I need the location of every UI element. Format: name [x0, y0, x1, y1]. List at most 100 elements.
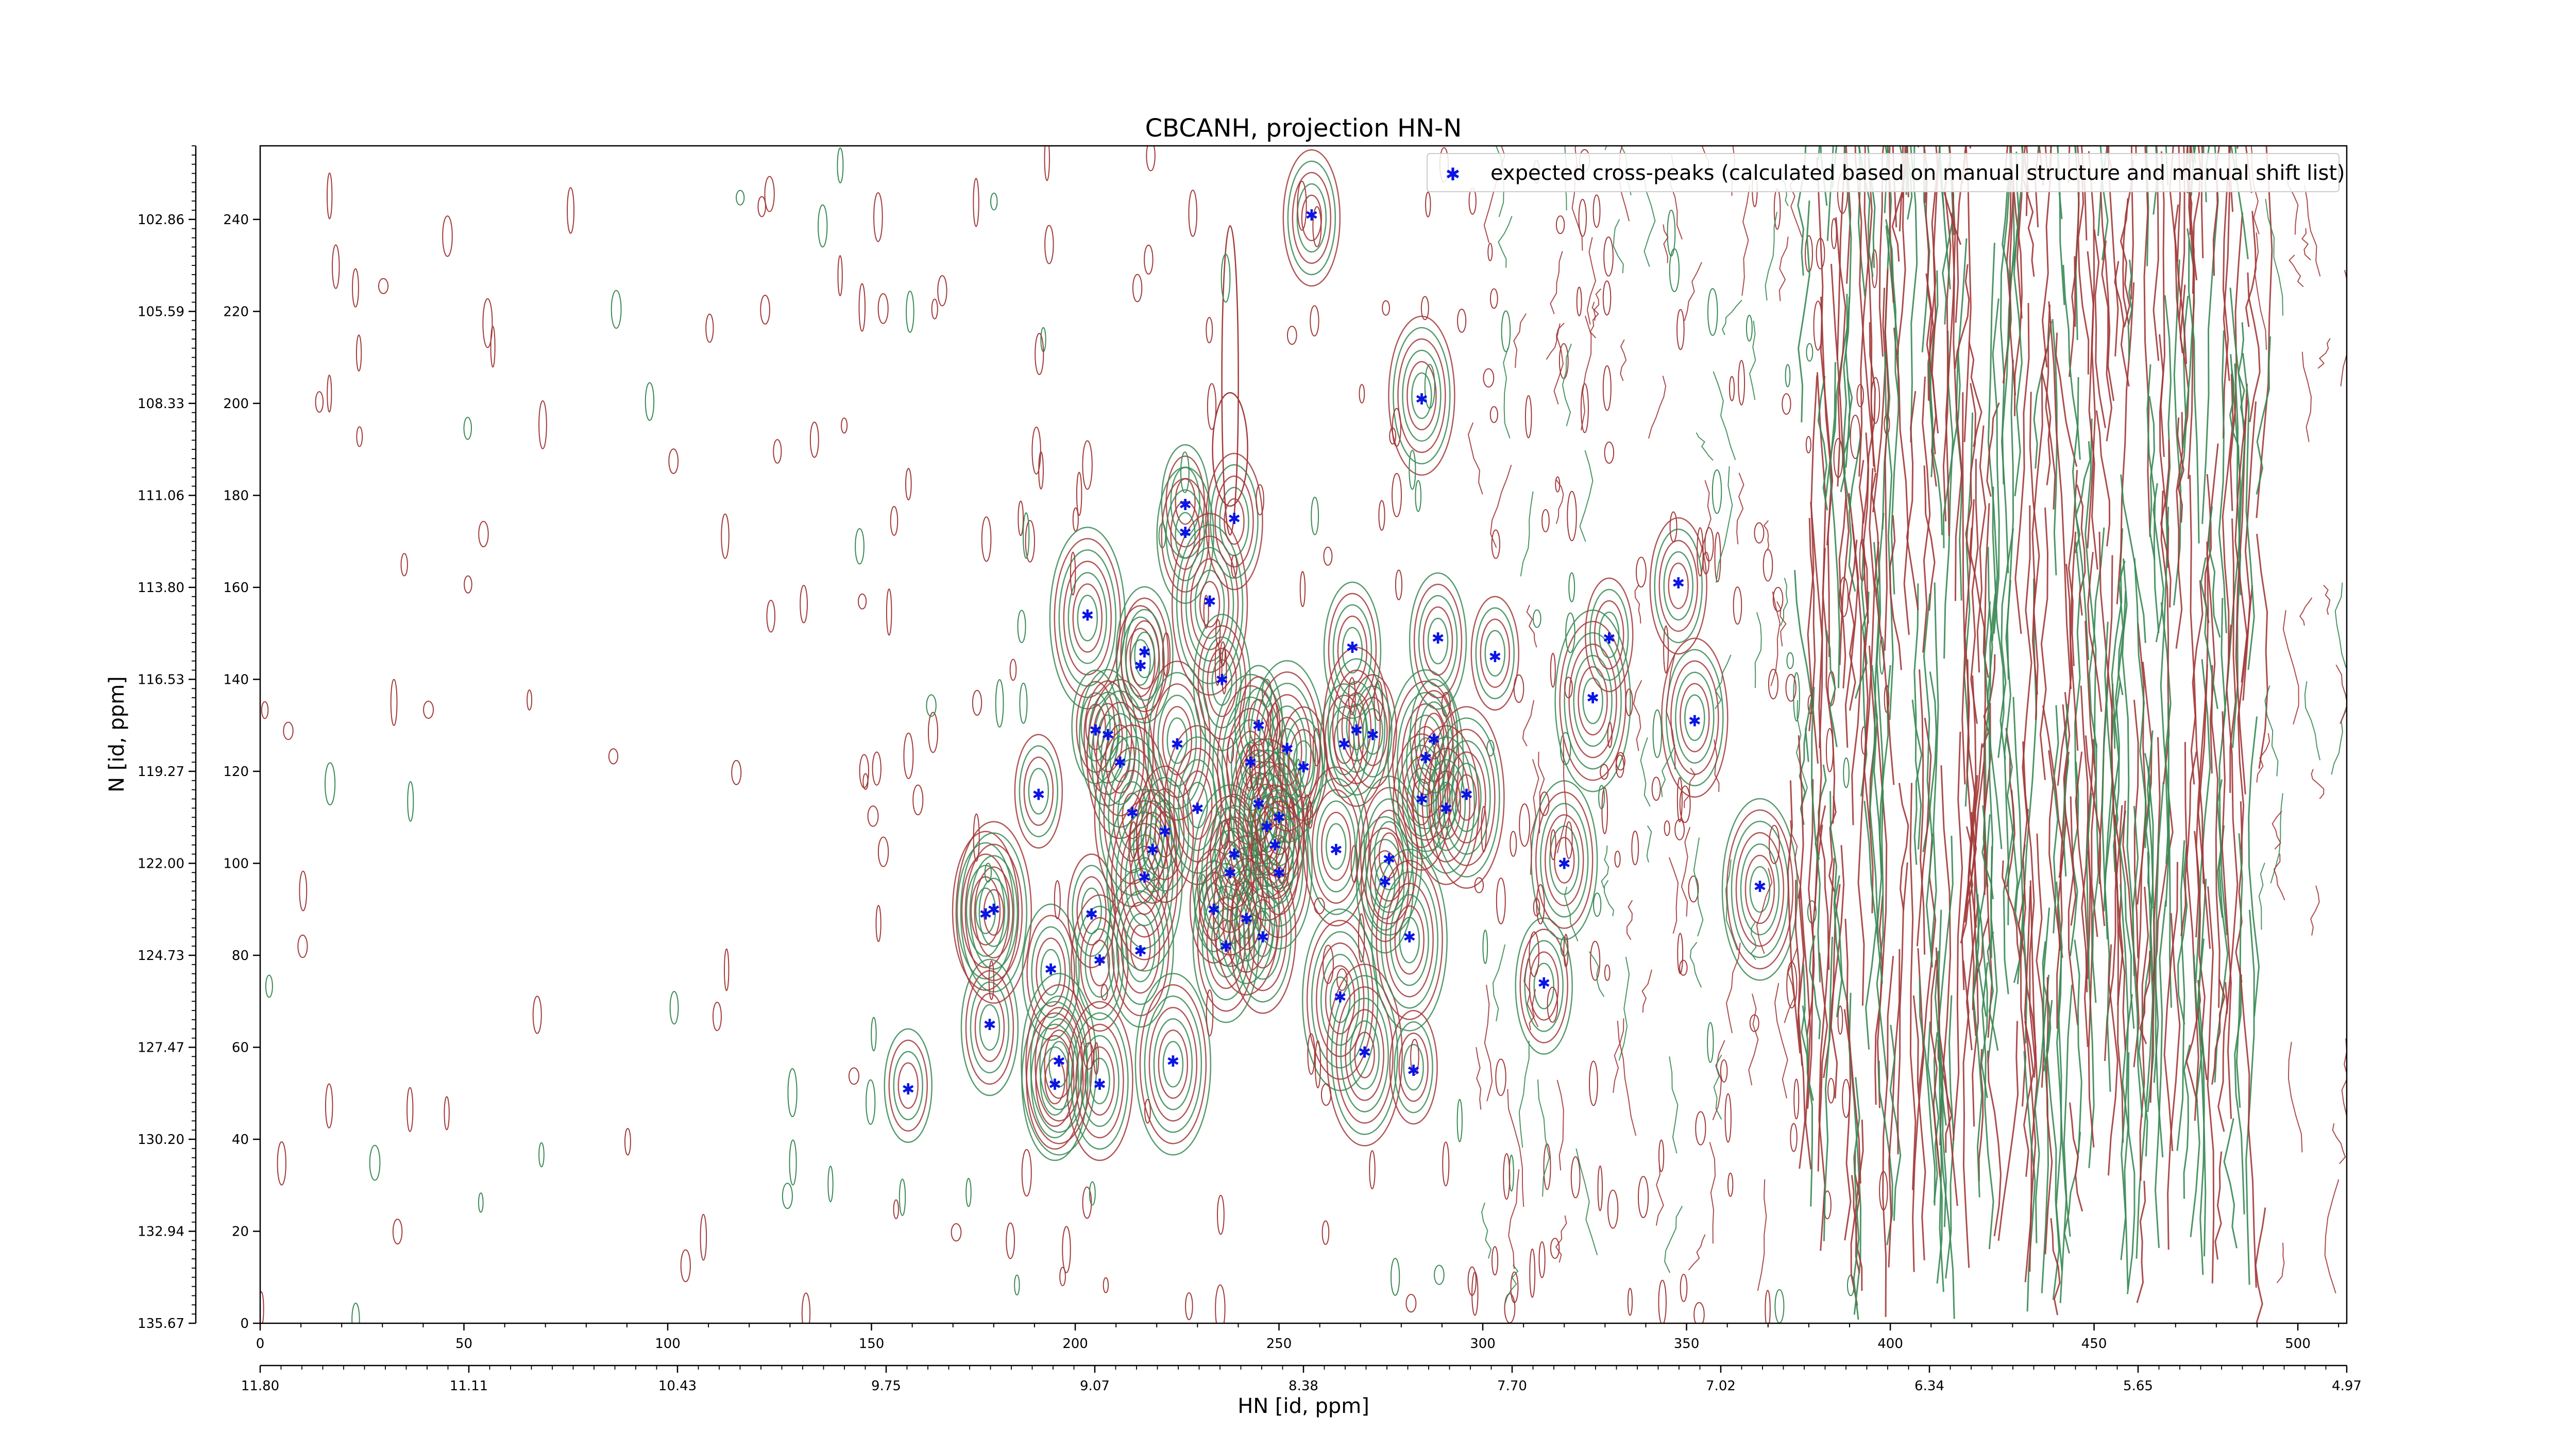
noise-contour	[1863, 800, 1877, 1050]
noise-contour	[1631, 830, 1639, 866]
noise-contour	[1483, 368, 1495, 388]
noise-contour	[1523, 958, 1539, 1027]
contour-ring	[1369, 810, 1409, 902]
contour-ring	[1025, 984, 1093, 1144]
contour-ring	[1412, 725, 1480, 885]
noise-contour	[1876, 513, 1885, 813]
noise-contour	[1504, 1264, 1519, 1304]
noise-contour	[2100, 191, 2115, 401]
noise-contour	[2016, 146, 2024, 319]
noise-contour	[2188, 146, 2195, 479]
noise-contour	[1768, 668, 1779, 700]
y-ppm-tick-label: 122.00	[138, 856, 184, 871]
noise-contour	[1863, 468, 1875, 829]
noise-contour	[1467, 1266, 1477, 1296]
noise-contour	[2167, 913, 2181, 1250]
contour-ring	[1411, 726, 1441, 796]
noise-contour	[973, 813, 980, 862]
cross-peak-markers: ✱✱✱✱✱✱✱✱✱✱✱✱✱✱✱✱✱✱✱✱✱✱✱✱✱✱✱✱✱✱✱✱✱✱✱✱✱✱✱✱…	[902, 207, 1766, 1099]
noise-contour	[2072, 377, 2090, 660]
noise-contour	[1019, 682, 1028, 724]
noise-contour	[2075, 751, 2089, 1048]
noise-contour	[1603, 236, 1614, 277]
contour-ring	[1031, 926, 1071, 1018]
noise-contour	[2184, 742, 2199, 1121]
x-ppm-tick-label: 9.07	[1080, 1378, 1110, 1394]
contour-ring	[1589, 588, 1629, 681]
x-ppm-tick-label: 5.65	[2123, 1378, 2153, 1394]
noise-contour	[1898, 783, 1909, 911]
noise-contour	[2117, 560, 2126, 696]
noise-contour	[1586, 237, 1597, 325]
contour-ring	[1158, 1029, 1189, 1099]
cross-peak-marker: ✱	[1101, 727, 1114, 745]
contour-ring	[1035, 1006, 1083, 1122]
noise-contour	[669, 991, 679, 1025]
contour-ring	[1165, 489, 1205, 582]
noise-contour	[1410, 1038, 1419, 1075]
noise-contour	[1776, 601, 1787, 647]
noise-contour	[1987, 1050, 2002, 1237]
noise-contour	[1424, 364, 1435, 409]
noise-contour	[2175, 412, 2183, 649]
y-ppm-tick-label: 135.67	[138, 1316, 184, 1332]
noise-contour	[789, 1139, 797, 1186]
contour-ring	[1021, 972, 1097, 1156]
noise-contour	[1817, 376, 1828, 511]
noise-contour	[1754, 612, 1762, 688]
noise-contour	[1663, 224, 1669, 263]
x-tick-label: 50	[455, 1336, 472, 1352]
noise-contour	[1681, 827, 1691, 917]
noise-contour	[2310, 885, 2320, 936]
noise-contour	[482, 298, 493, 348]
noise-contour	[1868, 645, 1877, 914]
contour-ring	[1026, 915, 1075, 1030]
noise-contour	[2200, 557, 2218, 710]
contour-ring	[1120, 822, 1169, 938]
noise-contour	[2069, 1102, 2083, 1212]
noise-contour	[1823, 936, 1833, 1241]
contour-ring	[1243, 887, 1283, 980]
cross-peak-marker: ✱	[987, 901, 1000, 919]
noise-contour	[1441, 692, 1451, 717]
cross-peak-marker: ✱	[1126, 804, 1139, 822]
noise-contour	[1799, 727, 1807, 825]
noise-contour	[1537, 1079, 1550, 1197]
contour-ring	[1095, 701, 1145, 817]
noise-contour	[1930, 959, 1941, 1177]
noise-contour	[981, 516, 992, 562]
noise-contour	[1522, 700, 1535, 747]
noise-contour	[1952, 731, 1963, 1141]
noise-contour	[1931, 146, 1941, 434]
noise-contour	[1750, 921, 1757, 961]
noise-contour	[1359, 384, 1365, 403]
noise-contour	[1965, 383, 1976, 565]
cross-peak-marker: ✱	[1305, 207, 1318, 225]
contour-ring	[1067, 853, 1116, 968]
noise-contour	[2183, 1044, 2191, 1199]
noise-contour	[1858, 460, 1869, 624]
noise-contour	[2147, 766, 2155, 1113]
noise-contour	[1669, 1056, 1679, 1154]
noise-contour	[2229, 288, 2246, 596]
noise-contour	[2256, 733, 2270, 783]
contour-ring	[1171, 513, 1248, 696]
noise-contour	[1323, 546, 1333, 566]
contour-ring	[1649, 517, 1707, 655]
noise-contour	[1550, 829, 1556, 861]
contour-ring	[1399, 916, 1420, 964]
noise-contour	[2311, 769, 2325, 799]
contour-ring	[1282, 149, 1341, 287]
noise-contour	[1231, 554, 1238, 578]
noise-contour	[1132, 274, 1143, 302]
noise-contour	[773, 439, 782, 464]
noise-contour	[1756, 868, 1773, 954]
noise-contour	[1674, 819, 1685, 840]
noise-contour	[2177, 846, 2188, 1025]
noise-contour	[265, 974, 273, 998]
contour-ring	[1594, 600, 1624, 670]
noise-contour	[2332, 1123, 2346, 1165]
noise-contour	[862, 773, 869, 790]
contour-ring	[1341, 692, 1372, 762]
noise-contour	[1882, 956, 1894, 1317]
